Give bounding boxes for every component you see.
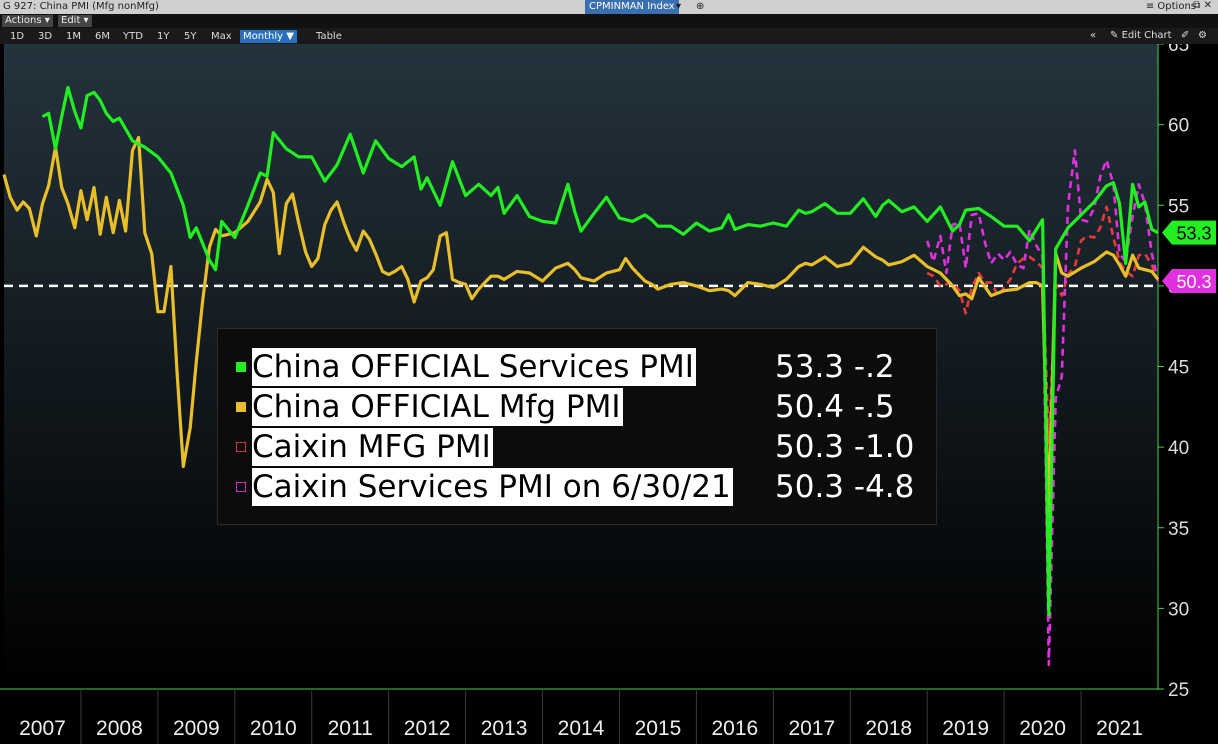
x-tick-label: 2010 [250, 717, 297, 740]
x-tick-label: 2018 [865, 717, 912, 740]
legend: China OFFICIAL Services PMI 53.3 -.2 Chi… [217, 328, 937, 525]
badge-label: 53.3 [1176, 224, 1211, 244]
edit-menu-button[interactable]: Edit ▾ [58, 15, 92, 27]
range-1y-button[interactable]: 1Y [157, 31, 170, 42]
last-value-badge-1: 50.3 [1162, 269, 1216, 294]
legend-entry-mfg[interactable]: China OFFICIAL Mfg PMI 50.4 -.5 [218, 388, 936, 426]
x-tick-label: 2019 [942, 717, 989, 740]
x-tick-label: 2012 [404, 717, 451, 740]
title-bar: G 927: China PMI (Mfg nonMfg) CPMINMAN I… [0, 0, 1218, 14]
value-badges: 53.3 50.3 [1162, 220, 1216, 294]
series-lines [2, 85, 1160, 667]
table-button[interactable]: Table [316, 31, 342, 42]
legend-entry-caixin-services[interactable]: Caixin Services PMI on 6/30/21 50.3 -4.8 [218, 468, 936, 506]
badge-shape [1162, 269, 1216, 294]
legend-swatch-mfg [236, 402, 246, 412]
legend-value-services: 53.3 -.2 [775, 349, 895, 385]
y-tick-label: 25 [1168, 680, 1189, 701]
range-5y-button[interactable]: 5Y [184, 31, 197, 42]
y-tick-label: 40 [1168, 438, 1189, 459]
legend-label-services: China OFFICIAL Services PMI [252, 348, 696, 386]
y-tick-label: 45 [1168, 358, 1189, 379]
legend-value-caixin-services: 50.3 -4.8 [775, 469, 915, 505]
y-tick-label: 30 [1168, 599, 1189, 620]
menu-bar: Actions ▾ Edit ▾ [0, 14, 1218, 28]
gear-icon[interactable]: ⚙ [1198, 30, 1207, 41]
legend-swatch-services [236, 362, 246, 372]
range-toolbar: 1D 3D 1M 6M YTD 1Y 5Y Max Monthly ▼ Tabl… [0, 28, 1218, 44]
x-tick-label: 2017 [788, 717, 835, 740]
legend-swatch-caixin-services [236, 482, 246, 492]
series-line-0 [41, 85, 1159, 617]
range-ytd-button[interactable]: YTD [123, 31, 143, 42]
y-tick-label: 35 [1168, 519, 1189, 540]
x-tick-label: 2020 [1019, 717, 1066, 740]
pencil-icon[interactable]: ✐ [1181, 30, 1190, 41]
legend-entry-services[interactable]: China OFFICIAL Services PMI 53.3 -.2 [218, 348, 936, 386]
x-tick-label: 2016 [712, 717, 759, 740]
edit-chart-button[interactable]: ✎ Edit Chart [1110, 30, 1172, 41]
y-tick-label: 55 [1168, 196, 1189, 217]
edit-chart-label: Edit Chart [1121, 30, 1172, 41]
x-tick-label: 2007 [19, 717, 66, 740]
last-value-badge-0: 53.3 [1162, 220, 1216, 245]
range-1d-button[interactable]: 1D [10, 31, 25, 42]
link-icon[interactable]: ⊕ [696, 1, 705, 12]
range-max-button[interactable]: Max [211, 31, 232, 42]
window-title: G 927: China PMI (Mfg nonMfg) [3, 1, 159, 12]
axes: 2530354045505560652007200820092010201120… [0, 44, 1218, 744]
legend-label-mfg: China OFFICIAL Mfg PMI [252, 388, 623, 426]
series-line-1 [2, 135, 1160, 519]
x-tick-label: 2008 [96, 717, 143, 740]
options-menu[interactable]: ≡ Options [1145, 1, 1196, 12]
range-6m-button[interactable]: 6M [95, 31, 110, 42]
options-label: Options [1157, 1, 1196, 12]
y-tick-label: 65 [1168, 44, 1189, 56]
x-tick-label: 2014 [558, 717, 605, 740]
window-controls-icon[interactable]: ⧉ ✕ [1193, 0, 1212, 11]
legend-label-caixin-services: Caixin Services PMI on 6/30/21 [252, 468, 733, 506]
x-tick-label: 2013 [481, 717, 528, 740]
collapse-icon[interactable]: « [1090, 30, 1097, 41]
frequency-dropdown[interactable]: Monthly ▼ [240, 30, 297, 43]
range-1m-button[interactable]: 1M [66, 31, 81, 42]
y-tick-label: 60 [1168, 116, 1189, 137]
ticker-field[interactable]: CPMINMAN Index [585, 0, 679, 14]
legend-value-caixin-mfg: 50.3 -1.0 [775, 429, 915, 465]
legend-value-mfg: 50.4 -.5 [775, 389, 895, 425]
x-tick-label: 2021 [1096, 717, 1143, 740]
legend-swatch-caixin-mfg [236, 442, 246, 452]
legend-entry-caixin-mfg[interactable]: Caixin MFG PMI 50.3 -1.0 [218, 428, 936, 466]
x-tick-label: 2009 [173, 717, 220, 740]
range-3d-button[interactable]: 3D [38, 31, 53, 42]
actions-menu-button[interactable]: Actions ▾ [2, 15, 53, 27]
badge-shape [1162, 220, 1216, 245]
x-axis-band [0, 689, 1218, 744]
x-tick-label: 2015 [635, 717, 682, 740]
ticker-dropdown-icon[interactable]: ▾ [676, 1, 682, 12]
legend-label-caixin-mfg: Caixin MFG PMI [252, 428, 493, 466]
badge-label: 50.3 [1176, 272, 1211, 292]
x-tick-label: 2011 [328, 717, 373, 740]
